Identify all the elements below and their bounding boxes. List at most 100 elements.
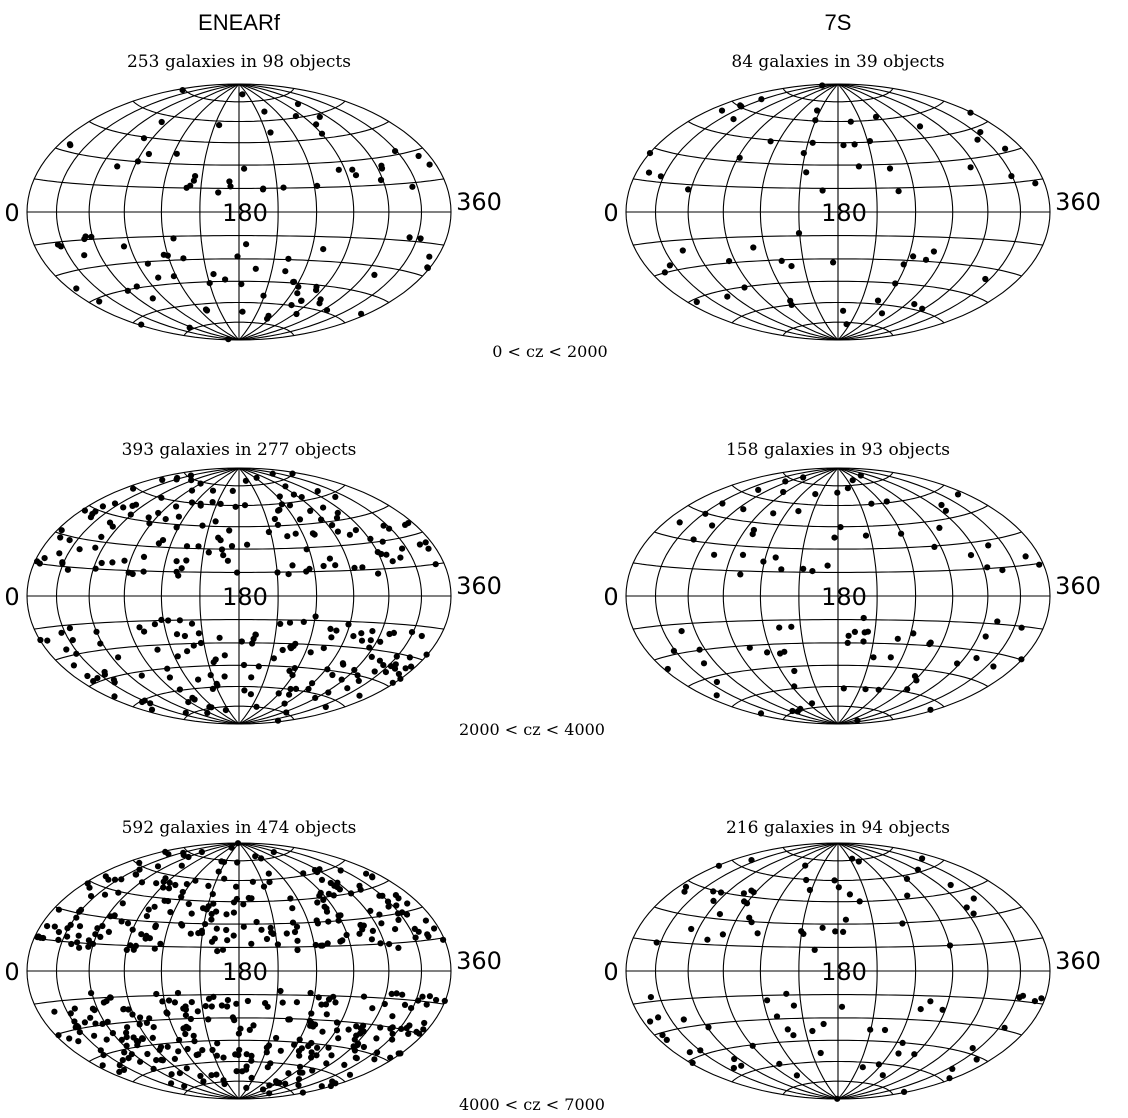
galaxy-point <box>71 1018 78 1025</box>
galaxy-point <box>145 514 152 521</box>
galaxy-point <box>81 252 88 259</box>
galaxy-point <box>188 477 195 484</box>
galaxy-point <box>58 527 65 534</box>
galaxy-point <box>670 647 678 655</box>
galaxy-point <box>904 686 911 693</box>
galaxy-point <box>350 633 357 640</box>
parallel-line <box>654 1017 1022 1036</box>
galaxy-point <box>160 878 167 885</box>
galaxy-point <box>840 307 847 314</box>
galaxy-point <box>985 542 992 549</box>
galaxy-point <box>719 500 726 507</box>
galaxy-point <box>111 500 119 507</box>
galaxy-point <box>846 891 854 898</box>
galaxy-point <box>240 901 247 908</box>
galaxy-point <box>84 672 91 680</box>
galaxy-point <box>208 1003 215 1010</box>
galaxy-point <box>270 655 277 662</box>
galaxy-point <box>328 1052 335 1059</box>
galaxy-point <box>190 642 197 649</box>
galaxy-point <box>911 1051 918 1058</box>
galaxy-point <box>397 554 404 561</box>
galaxy-point <box>402 521 409 529</box>
galaxy-point <box>59 559 66 566</box>
galaxy-point <box>286 1016 293 1023</box>
galaxy-point <box>160 884 167 891</box>
galaxy-point <box>306 1017 313 1024</box>
galaxy-point <box>183 557 190 564</box>
galaxy-point <box>647 1018 654 1025</box>
galaxy-point <box>157 940 164 947</box>
lon-label-180: 180 <box>821 583 867 611</box>
parallel-line <box>88 1039 390 1062</box>
galaxy-point <box>120 504 127 511</box>
galaxy-point <box>141 697 148 704</box>
galaxy-point <box>132 501 140 508</box>
galaxy-point <box>392 892 399 899</box>
galaxy-point <box>277 987 284 995</box>
galaxy-point <box>230 909 237 916</box>
galaxy-point <box>898 530 905 537</box>
galaxy-point <box>58 629 65 636</box>
galaxy-point <box>138 672 145 679</box>
galaxy-point <box>273 1034 280 1042</box>
galaxy-point <box>290 491 297 498</box>
galaxy-point <box>308 1054 315 1061</box>
galaxy-point <box>234 859 241 866</box>
galaxy-point <box>322 703 329 711</box>
galaxy-point <box>293 999 300 1006</box>
galaxy-point <box>286 691 293 698</box>
galaxy-point <box>121 557 128 564</box>
galaxy-point <box>377 940 384 947</box>
galaxy-point <box>402 665 409 672</box>
galaxy-point <box>180 851 187 859</box>
galaxy-point <box>782 478 789 485</box>
galaxy-point <box>705 1024 712 1031</box>
galaxy-point <box>136 624 143 631</box>
galaxy-point <box>234 253 241 260</box>
galaxy-point <box>134 158 141 165</box>
galaxy-point <box>1022 553 1029 560</box>
galaxy-point <box>700 660 708 667</box>
galaxy-point <box>240 923 247 930</box>
galaxy-point <box>352 527 359 534</box>
galaxy-point <box>657 173 665 180</box>
galaxy-point <box>221 875 228 882</box>
galaxy-point <box>803 169 810 176</box>
galaxy-point <box>205 903 212 910</box>
galaxy-point <box>311 531 318 538</box>
galaxy-point <box>264 315 271 322</box>
galaxy-point <box>730 116 737 123</box>
galaxy-point <box>133 871 140 878</box>
galaxy-point <box>51 923 58 930</box>
parallel-line <box>782 1080 894 1095</box>
galaxy-point <box>819 187 826 194</box>
parallel-line <box>132 301 346 324</box>
galaxy-point <box>820 1020 827 1028</box>
galaxy-point <box>355 677 362 685</box>
galaxy-point <box>814 107 821 114</box>
galaxy-point <box>149 1034 156 1041</box>
galaxy-point <box>228 844 235 851</box>
galaxy-point <box>176 686 183 693</box>
galaxy-point <box>679 247 686 254</box>
galaxy-point <box>337 867 344 874</box>
galaxy-point <box>867 1026 874 1033</box>
galaxy-point <box>422 539 429 546</box>
galaxy-point <box>377 638 384 645</box>
galaxy-point <box>209 891 216 898</box>
parallel-line <box>88 121 390 144</box>
band-label-2: 2000 < cz < 4000 <box>459 720 605 739</box>
galaxy-point <box>368 653 375 661</box>
galaxy-point <box>346 1071 354 1078</box>
galaxy-point <box>689 1059 696 1066</box>
galaxy-point <box>248 1052 255 1059</box>
galaxy-point <box>308 1010 315 1017</box>
galaxy-point <box>118 918 125 925</box>
galaxy-point <box>970 895 977 902</box>
galaxy-point <box>264 1003 271 1010</box>
galaxy-point <box>92 1020 99 1027</box>
galaxy-point <box>376 892 383 899</box>
lon-label-0: 0 <box>4 583 19 611</box>
galaxy-point <box>100 1052 107 1059</box>
